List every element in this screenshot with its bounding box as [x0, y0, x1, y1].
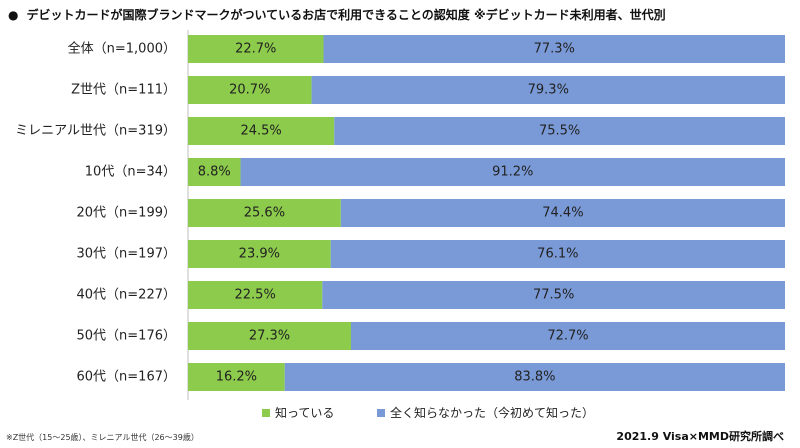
- data-label: 27.3%: [249, 329, 290, 344]
- bar-unknown: [284, 363, 785, 391]
- category-label: 30代（n=197）: [77, 247, 177, 262]
- bar-known: [188, 76, 312, 104]
- data-label: 77.5%: [533, 288, 574, 303]
- category-label: 50代（n=176）: [77, 329, 177, 344]
- category-label: ミレニアル世代（n=319）: [15, 124, 176, 139]
- category-label: 10代（n=34）: [85, 165, 176, 180]
- data-label: 79.3%: [528, 83, 569, 98]
- title-bullet: ●: [8, 8, 19, 22]
- bar-known: [188, 117, 335, 145]
- data-label: 16.2%: [216, 370, 257, 385]
- source-credit: 2021.9 Visa×MMD研究所調べ: [616, 430, 784, 443]
- bar-unknown: [322, 281, 785, 309]
- bar-known: [188, 240, 331, 268]
- bars-group: 全体（n=1,000） 22.7% 77.3% Z世代（n=111） 20.7% 79.3…: [15, 35, 785, 391]
- bar-unknown: [240, 158, 785, 186]
- bar-unknown: [330, 240, 785, 268]
- bar-unknown: [311, 76, 785, 104]
- data-label: 22.5%: [235, 288, 276, 303]
- bar-known: [188, 322, 351, 350]
- data-label: 8.8%: [198, 165, 231, 180]
- data-label: 72.7%: [547, 329, 588, 344]
- bar-known: [188, 199, 341, 227]
- data-label: 74.4%: [542, 206, 583, 221]
- legend-swatch-known: [262, 409, 270, 417]
- category-label: 20代（n=199）: [77, 206, 177, 221]
- legend-swatch-unknown: [377, 409, 385, 417]
- data-label: 76.1%: [537, 247, 578, 262]
- footnote: ※Z世代（15〜25歳）、ミレニアル世代（26〜39歳）: [6, 433, 199, 442]
- data-label: 25.6%: [244, 206, 285, 221]
- data-label: 91.2%: [492, 165, 533, 180]
- data-label: 83.8%: [514, 370, 555, 385]
- bar-known: [188, 35, 324, 63]
- bar-known: [188, 158, 241, 186]
- bar-known: [188, 363, 285, 391]
- category-label: 40代（n=227）: [77, 288, 177, 303]
- bar-unknown: [340, 199, 785, 227]
- chart-title-text: デビットカードが国際ブランドマークがついているお店で利用できることの認知度 ※デ…: [26, 8, 666, 22]
- data-label: 75.5%: [539, 124, 580, 139]
- legend-label: 全く知らなかった（今初めて知った）: [390, 405, 594, 420]
- data-label: 77.3%: [534, 42, 575, 57]
- legend-label: 知っている: [275, 406, 334, 420]
- bar-unknown: [323, 35, 785, 63]
- data-label: 24.5%: [240, 124, 281, 139]
- bar-known: [188, 281, 323, 309]
- bar-unknown: [334, 117, 785, 145]
- category-label: 全体（n=1,000）: [68, 41, 176, 57]
- data-label: 20.7%: [229, 83, 270, 98]
- data-label: 22.7%: [235, 42, 276, 57]
- data-label: 23.9%: [239, 247, 280, 262]
- chart-title: ● デビットカードが国際ブランドマークがついているお店で利用できることの認知度 ※…: [8, 6, 666, 23]
- category-label: 60代（n=167）: [77, 370, 177, 385]
- legend: 知っている 全く知らなかった（今初めて知った）: [262, 405, 594, 420]
- category-label: Z世代（n=111）: [71, 83, 176, 98]
- bar-unknown: [350, 322, 785, 350]
